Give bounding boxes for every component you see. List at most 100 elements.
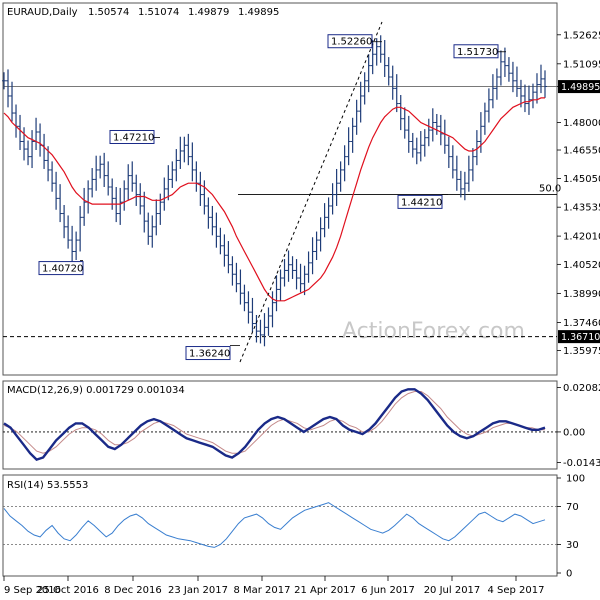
macd-panel-frame	[2, 380, 558, 470]
price-bar	[410, 132, 415, 158]
price-bar	[374, 38, 379, 66]
x-tick-label: 25 Oct 2016	[37, 585, 99, 596]
price-tick-label: 1.43535	[563, 203, 600, 214]
price-bar	[102, 152, 107, 187]
rsi-tick-label: 0	[566, 569, 572, 580]
price-bar	[446, 136, 451, 169]
current-price-tag: 1.49895	[558, 80, 600, 94]
price-bar	[538, 64, 543, 94]
price-bar	[190, 142, 195, 182]
price-annotation: 1.36240	[185, 345, 240, 361]
price-bar	[202, 180, 207, 215]
price-annotation-label: 1.51730	[457, 47, 498, 58]
price-bar	[474, 130, 479, 166]
price-bar	[150, 215, 155, 248]
price-y-axis: 1.52625 1.51095 1.49895 1.48000 1.46550 1.450…	[557, 30, 600, 357]
price-bar	[330, 183, 335, 215]
rsi-panel: RSI(14) 53.5553 100 70 30 0	[2, 474, 585, 580]
rsi-y-axis: 100 70 30 0	[557, 474, 585, 580]
price-bar	[82, 187, 87, 226]
x-tick-label: 8 Mar 2017	[233, 585, 290, 596]
price-bar	[306, 251, 311, 283]
price-tick-label: 1.48000	[563, 118, 600, 129]
price-bar	[354, 99, 359, 135]
price-bar	[454, 155, 459, 191]
rsi-line	[3, 502, 546, 548]
price-annotation-label: 1.40720	[42, 264, 83, 275]
price-bar	[226, 241, 231, 274]
price-bar	[270, 291, 275, 328]
price-bar	[170, 161, 175, 188]
x-tick-label: 6 Jun 2017	[361, 585, 415, 596]
price-bar	[78, 205, 83, 252]
price-bar	[382, 40, 387, 77]
price-bar	[294, 259, 299, 290]
price-bar	[278, 269, 283, 301]
rsi-tick-label: 30	[566, 540, 579, 551]
price-tick-label: 1.35975	[563, 346, 600, 357]
price-annotation: 1.52260	[327, 34, 382, 49]
price-bar	[54, 171, 59, 210]
price-bar	[426, 118, 431, 147]
price-bar	[254, 315, 259, 343]
price-bar	[370, 40, 375, 75]
price-bar	[390, 65, 395, 100]
rsi-title: RSI(14) 53.5553	[7, 480, 88, 491]
price-bar	[534, 73, 539, 104]
price-bar	[414, 137, 419, 165]
price-bar	[246, 291, 251, 324]
price-bar	[66, 215, 71, 249]
price-bar	[230, 256, 235, 286]
price-bar	[94, 155, 99, 191]
price-tick-label: 1.51095	[563, 59, 600, 70]
price-bar	[134, 174, 139, 206]
price-bar	[2, 72, 6, 90]
price-bar	[266, 307, 271, 336]
price-bar	[218, 227, 223, 255]
price-bar	[386, 57, 391, 86]
watermark: ActionForex.com	[342, 319, 525, 344]
price-bar	[70, 225, 75, 263]
price-bar	[490, 74, 495, 109]
price-bar	[494, 68, 499, 100]
price-bar	[518, 79, 523, 108]
ohlc-high: 1.51074	[138, 7, 179, 18]
price-tick-label: 1.38990	[563, 289, 600, 300]
price-bar	[242, 284, 247, 312]
macd-signal-line	[3, 391, 545, 454]
price-annotation: 1.44210	[397, 193, 448, 209]
price-bar	[174, 149, 179, 182]
price-bar	[394, 74, 399, 113]
price-bar	[126, 164, 131, 201]
price-tick-label: 1.42010	[563, 232, 600, 243]
price-bar	[286, 250, 291, 282]
price-bar	[154, 199, 159, 236]
rsi-levels	[3, 506, 557, 545]
price-bar	[234, 262, 239, 293]
price-bar	[158, 193, 163, 225]
macd-panel: MACD(12,26,9) 0.001729 0.001034 0.020827…	[2, 380, 600, 470]
price-bar	[198, 171, 203, 206]
x-tick-label: 23 Jan 2017	[168, 585, 228, 596]
price-bar	[510, 61, 515, 93]
price-bar	[318, 217, 323, 252]
price-bar	[438, 114, 443, 146]
price-bar	[322, 203, 327, 238]
price-annotation: 1.51730	[453, 44, 506, 59]
price-bar	[18, 114, 23, 151]
price-annotation: 1.47210	[109, 129, 160, 144]
price-bar	[106, 161, 111, 196]
price-bar	[486, 88, 491, 123]
price-bar	[146, 212, 151, 245]
price-bar	[258, 319, 263, 344]
rsi-panel-frame	[2, 474, 558, 577]
level-price-tag	[558, 330, 600, 344]
price-bar	[50, 161, 55, 192]
price-bar	[422, 129, 427, 157]
price-annotation-label: 1.47210	[113, 132, 154, 143]
price-bar	[326, 197, 331, 229]
price-bar	[362, 72, 367, 105]
price-bar	[30, 130, 35, 169]
price-bar	[74, 231, 79, 261]
